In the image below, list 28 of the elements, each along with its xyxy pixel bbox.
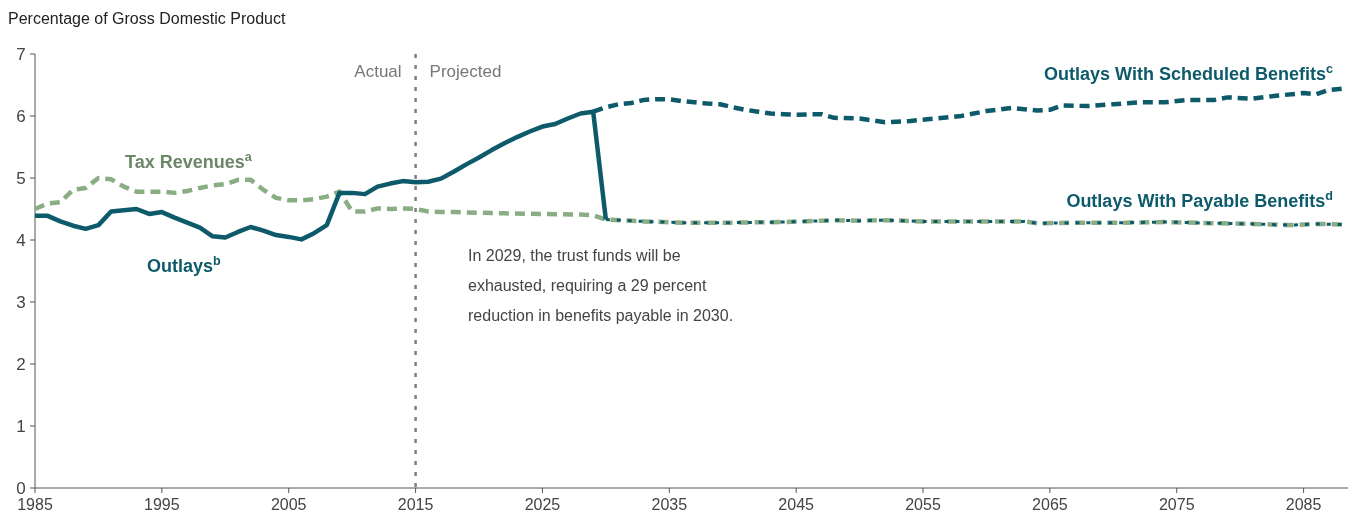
annotation: Projected <box>429 62 502 81</box>
x-tick-label: 2005 <box>270 496 307 513</box>
x-tick-label: 2075 <box>1158 496 1195 513</box>
y-tick-label: 2 <box>16 354 26 374</box>
x-tick-label: 2055 <box>905 496 941 513</box>
y-axis-title: Percentage of Gross Domestic Product <box>8 10 287 27</box>
y-tick-label: 5 <box>16 168 26 188</box>
y-tick-label: 6 <box>16 106 26 126</box>
annotation: In 2029, the trust funds will be exhausted, requiring a 29 percent reduction in benefits payable in 2030. <box>468 247 734 324</box>
x-tick-label: 2085 <box>1285 496 1322 513</box>
y-tick-label: 4 <box>16 230 26 250</box>
x-tick-label: 2035 <box>651 496 688 513</box>
x-tick-label: 1995 <box>144 496 180 513</box>
x-tick-label: 2065 <box>1032 496 1068 513</box>
x-tick-label: 2045 <box>778 496 815 513</box>
series-label: Outlays With Scheduled Benefits$^{c}$ <box>1044 62 1333 84</box>
y-tick-label: 7 <box>16 44 26 64</box>
x-tick-label: 2025 <box>524 496 561 513</box>
line-series <box>32 175 1344 228</box>
x-tick-label: 1985 <box>17 496 53 513</box>
y-tick-label: 3 <box>16 292 26 312</box>
y-tick-label: 1 <box>16 416 26 436</box>
series-label: Outlays$^{b}$ <box>147 254 222 276</box>
series-label: Tax Revenues$^{a}$ <box>125 150 253 172</box>
x-tick-label: 2015 <box>397 496 434 513</box>
annotation: Actual <box>354 62 402 81</box>
series-label: Outlays With Payable Benefits$^{d}$ <box>1066 189 1333 211</box>
y-tick-label: 0 <box>16 478 26 498</box>
